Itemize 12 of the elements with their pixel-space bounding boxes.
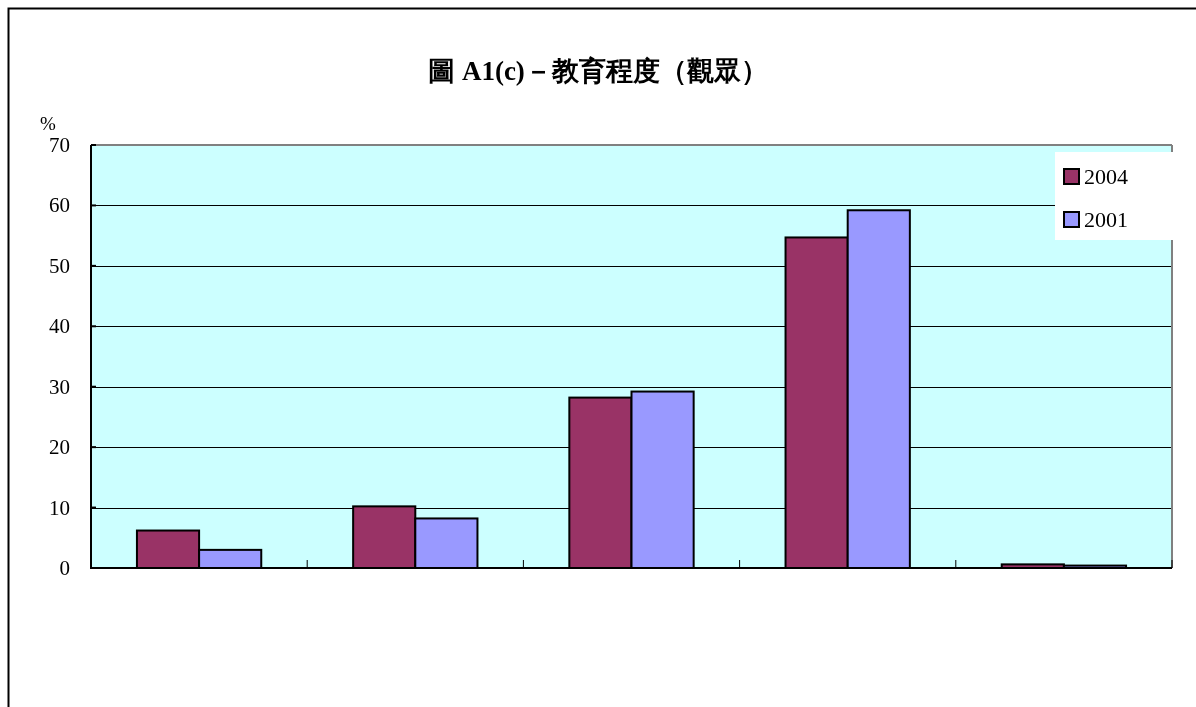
y-tick-label: 50 [49, 253, 70, 278]
y-tick-label: 70 [49, 133, 70, 157]
y-tick-label: 60 [49, 193, 70, 218]
y-tick-label: 40 [49, 314, 70, 339]
y-tick-label: 0 [59, 556, 70, 580]
legend-label: 2001 [1084, 207, 1128, 232]
legend-label: 2004 [1084, 164, 1128, 189]
y-tick-label: 10 [49, 495, 70, 520]
y-tick-label: 20 [49, 435, 70, 460]
y-tick-label: 30 [49, 374, 70, 399]
y-title: % [40, 113, 56, 134]
title: 圖 A1(c)－教育程度（觀眾） [428, 56, 768, 86]
